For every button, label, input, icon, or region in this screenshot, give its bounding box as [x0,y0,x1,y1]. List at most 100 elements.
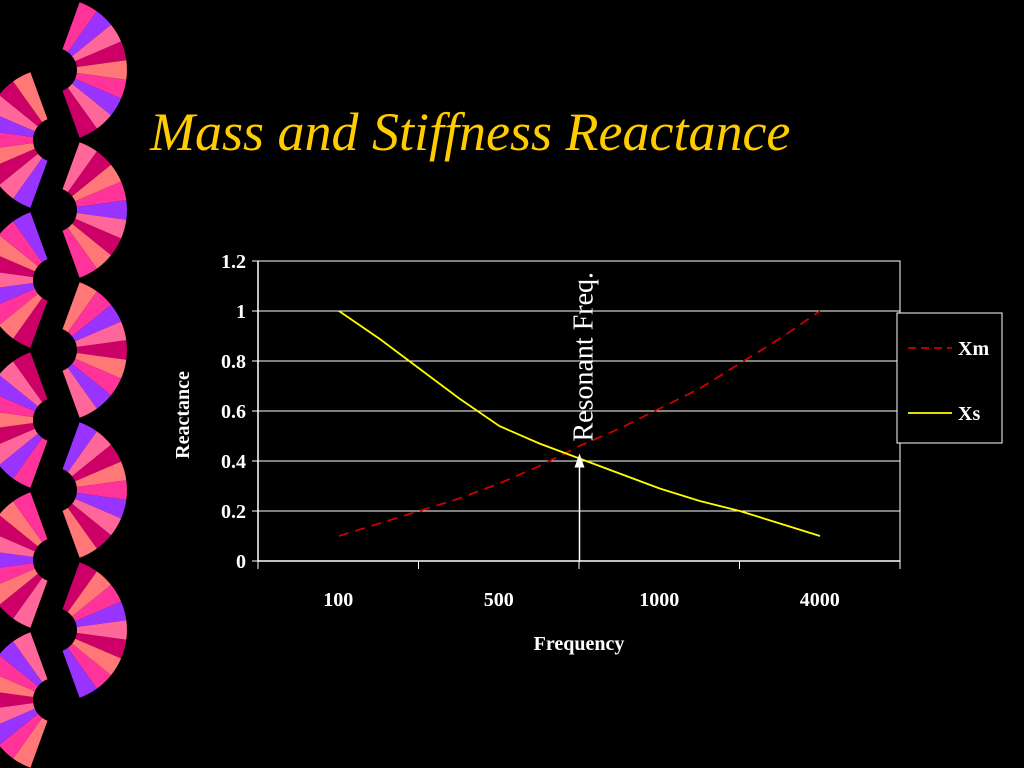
fan-blade [72,444,122,482]
fan-blade [75,493,127,519]
annotation-label: Resonant Freq. [569,272,600,442]
fan-blade [0,713,43,759]
fan-blade [0,132,34,148]
fan-blade [0,655,38,692]
fan-blade [0,283,35,304]
legend-label-xs: Xs [958,403,980,425]
fan-blade [0,153,43,199]
fan-blade [67,223,111,269]
x-tick-label: 4000 [800,589,840,611]
annotation: Resonant Freq. [569,272,600,561]
fan-blade [0,375,38,412]
x-axis-title: Frequency [534,633,625,655]
fan-blade [76,60,127,80]
fan-blade [0,433,43,479]
fan-blade [62,87,97,138]
fan-blade [76,480,127,500]
fan-blade [62,282,97,333]
fan-blade [75,213,127,239]
y-tick-label: 0.6 [221,401,246,423]
fan-segment [62,142,127,278]
fan-blade [62,2,97,53]
fan-blade [13,577,48,628]
fan-blade [72,498,122,536]
fan-blade [62,562,97,613]
fan-blade [67,291,111,337]
fan-blade [62,142,97,193]
fan-segment [62,422,127,558]
fan-blade [62,227,97,278]
fan-blade [0,501,43,547]
fan-blade [0,708,38,745]
fan-blade [75,461,127,487]
x-tick-label: 100 [323,589,353,611]
y-tick-label: 0 [236,551,246,573]
fan-blade [67,83,111,129]
fan-blade [0,536,35,557]
fan-segment [0,212,48,348]
fan-blade [0,95,38,132]
y-tick-label: 0.4 [221,451,246,473]
y-axis-title: Reactance [172,371,194,459]
fan-blade [0,692,34,708]
fan-blade [13,632,48,683]
fan-segment [62,282,127,418]
fan-blade [0,293,43,339]
fan-blade [0,361,43,407]
fan-blade [0,221,43,267]
fan-blade [72,218,122,256]
fan-blade [76,620,127,640]
y-tick-label: 0.8 [221,351,246,373]
x-tick-label: 500 [484,589,514,611]
fan-segment [0,632,48,768]
fan-blade [67,503,111,549]
fan-blade [0,288,38,325]
y-tick-label: 1.2 [221,251,246,273]
fan-segment [0,492,48,628]
fan-blade [0,563,35,584]
fan-blade [67,643,111,689]
fan-blade [0,573,43,619]
fan-blade [76,340,127,360]
fan-blade [62,422,97,473]
fan-blade [13,72,48,123]
fan-blade [0,116,35,137]
fan-blade [0,148,38,185]
fan-segment [0,72,48,208]
fan-segment [62,562,127,698]
decorative-fan-border-icon [0,2,127,768]
fan-blade [62,647,97,698]
fan-blade [0,412,34,428]
fan-blade [0,641,43,687]
fan-blade [67,571,111,617]
x-tick-label: 1000 [639,589,679,611]
page-title: Mass and Stiffness Reactance [150,102,791,162]
legend: Xm Xs [896,312,1003,444]
fan-blade [13,212,48,263]
fan-blade [13,717,48,768]
fan-blade [75,73,127,99]
fan-blade [72,358,122,396]
fan-blade [75,181,127,207]
fan-blade [0,272,34,288]
fan-blade [72,78,122,116]
series-line-xm [338,310,821,537]
fan-blade [67,363,111,409]
fan-blade [72,164,122,202]
fan-blade [0,428,38,465]
fan-blade [0,143,35,164]
legend-box [896,312,1003,444]
fan-blade [72,638,122,676]
fan-blade [0,515,38,552]
fan-blade [62,367,97,418]
fan-blade [0,256,35,277]
fan-blade [0,423,35,444]
fan-blade [75,633,127,659]
fan-blade [0,81,43,127]
fan-blade [72,304,122,342]
fan-blade [13,492,48,543]
tick-labels: 0 0.2 0.4 0.6 0.8 1 1.2 100 500 1000 4000 Frequency… [172,251,840,655]
fan-blade [72,24,122,62]
fan-blade [76,200,127,220]
